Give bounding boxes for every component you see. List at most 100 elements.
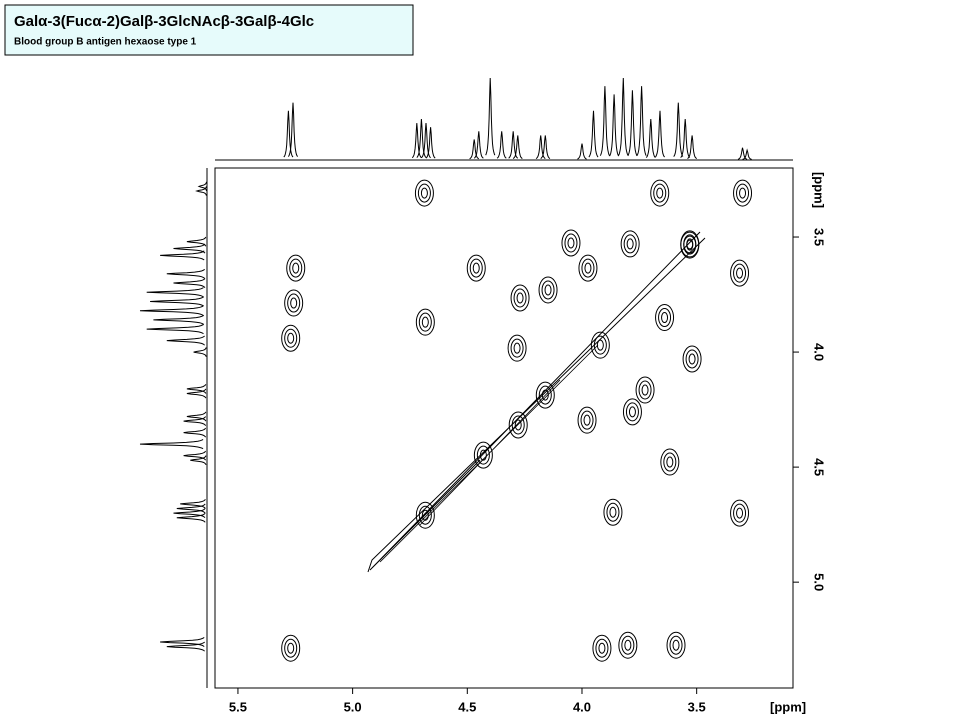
cross-peak: [284, 289, 304, 317]
projection-peak-top: [421, 123, 431, 159]
contour: [516, 292, 524, 304]
contour: [538, 385, 552, 405]
cross-peak: [281, 634, 301, 662]
cross-peak: [415, 501, 435, 529]
projection-peak-left: [160, 637, 205, 647]
contour: [511, 415, 525, 435]
cross-peak: [508, 411, 528, 439]
contour: [650, 179, 670, 207]
contour: [623, 234, 637, 254]
contour: [736, 267, 744, 279]
contour: [592, 634, 612, 662]
cross-peak: [603, 498, 623, 526]
contour: [535, 381, 555, 409]
contour: [284, 638, 298, 658]
projection-peak-left: [146, 324, 204, 335]
contour: [620, 230, 640, 258]
contour: [561, 229, 581, 257]
contour: [290, 297, 298, 309]
cross-peak: [281, 324, 301, 352]
contour: [625, 402, 639, 422]
contour: [287, 332, 295, 344]
cross-peak: [473, 441, 493, 469]
contour: [736, 183, 750, 203]
cross-peak: [622, 398, 642, 426]
projection-peak-top: [687, 135, 698, 159]
contour: [590, 331, 610, 359]
cross-peak: [650, 179, 670, 207]
contour: [541, 280, 555, 300]
contour: [658, 308, 672, 328]
projection-peak-top: [636, 86, 647, 156]
contour: [473, 441, 493, 469]
projection-peak-left: [166, 641, 205, 652]
projection-peak-left: [186, 236, 207, 247]
x-tick-label: 4.5: [458, 699, 476, 714]
projection-peak-top: [469, 139, 480, 160]
contour: [635, 376, 655, 404]
projection-peak-top: [508, 131, 519, 159]
y-tick-label: 5.0: [812, 573, 827, 591]
projection-peak-top: [737, 147, 748, 160]
contour: [466, 254, 486, 282]
contour: [284, 289, 304, 317]
contour: [513, 342, 521, 354]
contour: [622, 398, 642, 426]
contour: [685, 349, 699, 369]
contour: [541, 389, 549, 401]
contour: [660, 448, 680, 476]
contour: [661, 312, 669, 324]
contour: [730, 259, 750, 287]
cross-peak: [635, 376, 655, 404]
contour: [606, 502, 620, 522]
contour: [663, 452, 677, 472]
cross-peak: [510, 284, 530, 312]
contour: [420, 187, 428, 199]
projection-peak-left: [193, 347, 207, 357]
contour: [567, 237, 575, 249]
contour: [641, 384, 649, 396]
projection-peak-left: [183, 416, 207, 426]
contour: [577, 406, 597, 434]
projection-peak-top: [627, 90, 638, 157]
chart-subtitle: Blood group B antigen hexaose type 1: [14, 37, 197, 48]
contour: [414, 179, 434, 207]
contour: [583, 414, 591, 426]
contour: [580, 410, 594, 430]
projection-peak-left: [166, 268, 205, 279]
contour: [289, 258, 303, 278]
contour: [417, 183, 431, 203]
contour: [733, 179, 753, 207]
contour: [513, 288, 527, 308]
projection-peak-top: [618, 77, 629, 156]
contour: [653, 183, 667, 203]
x-axis-label: [ppm]: [770, 699, 806, 714]
contour: [672, 639, 680, 651]
contour: [281, 324, 301, 352]
contour: [415, 308, 435, 336]
contour: [603, 498, 623, 526]
contour: [286, 254, 306, 282]
contour: [739, 187, 747, 199]
projection-peak-left: [173, 278, 206, 288]
contour: [688, 353, 696, 365]
cross-peak: [660, 448, 680, 476]
cross-peak: [655, 304, 675, 332]
projection-peak-top: [287, 102, 299, 157]
contour: [669, 635, 683, 655]
projection-peak-top: [512, 135, 523, 159]
projection-peak-left: [183, 427, 207, 438]
projection-peak-left: [173, 508, 206, 519]
x-tick-label: 5.5: [229, 699, 247, 714]
y-tick-label: 4.5: [812, 458, 827, 476]
projection-peak-left: [195, 186, 207, 196]
title-box: [4, 4, 414, 56]
contour: [581, 258, 595, 278]
projection-peak-top: [655, 110, 665, 158]
contour: [655, 304, 675, 332]
contour: [538, 276, 558, 304]
projection-peak-left: [166, 335, 205, 346]
contour: [281, 634, 301, 662]
contour: [292, 262, 300, 274]
